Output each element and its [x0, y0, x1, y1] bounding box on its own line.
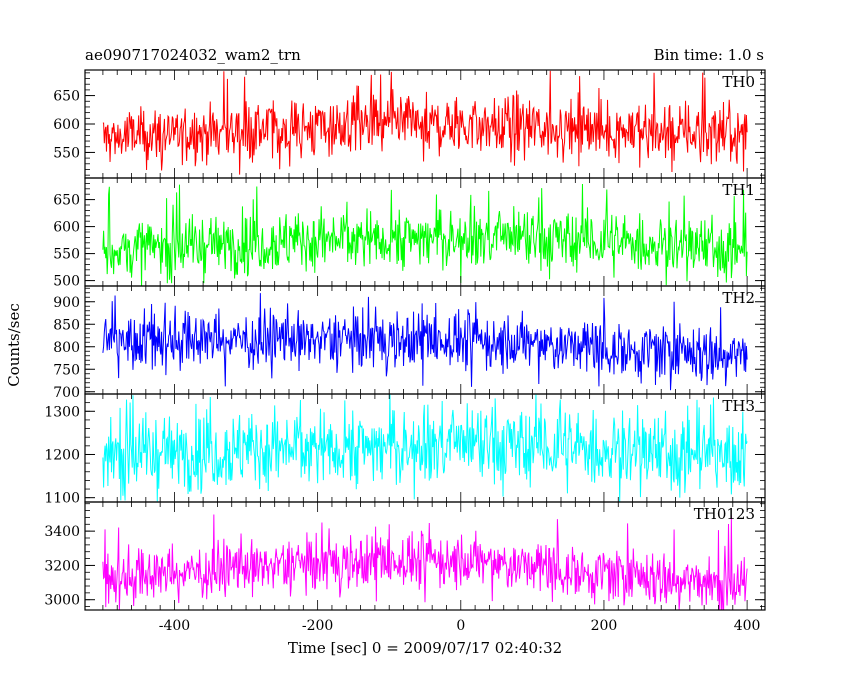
y-tick-label: 750: [53, 362, 80, 378]
x-tick-label: 0: [456, 618, 465, 634]
series-line-th0123: [102, 514, 748, 610]
x-tick-label: -200: [302, 618, 333, 634]
panel-label-th3: TH3: [722, 397, 755, 415]
series-line-th3: [102, 394, 748, 502]
x-tick-label: 200: [591, 618, 618, 634]
y-tick-label: 3200: [44, 558, 80, 574]
y-tick-label: 550: [53, 145, 80, 161]
y-tick-label: 1100: [44, 491, 80, 507]
y-tick-label: 700: [53, 385, 80, 401]
y-tick-label: 600: [53, 220, 80, 236]
panel-label-th0: TH0: [722, 73, 755, 91]
y-tick-label: 800: [53, 340, 80, 356]
panel-label-th1: TH1: [722, 181, 755, 199]
y-tick-label: 850: [53, 317, 80, 333]
x-tick-label: -400: [159, 618, 190, 634]
y-tick-label: 650: [53, 89, 80, 105]
panel-label-th0123: TH0123: [694, 505, 755, 523]
y-tick-label: 600: [53, 117, 80, 133]
y-tick-label: 500: [53, 274, 80, 290]
panel-label-th2: TH2: [722, 289, 755, 307]
bin-time-label: Bin time: 1.0 s: [653, 46, 764, 64]
series-line-th0: [102, 70, 748, 175]
y-tick-label: 650: [53, 193, 80, 209]
series-line-th1: [102, 184, 748, 286]
x-tick-label: 400: [734, 618, 761, 634]
plot-title: ae090717024032_wam2_trn: [85, 46, 301, 64]
y-axis-label: Counts/sec: [5, 303, 23, 387]
y-tick-label: 1200: [44, 447, 80, 463]
y-tick-label: 900: [53, 295, 80, 311]
panel-frame-th0123: [84, 501, 766, 611]
y-tick-label: 1300: [44, 404, 80, 420]
x-axis-label: Time [sec] 0 = 2009/07/17 02:40:32: [287, 639, 563, 657]
y-tick-label: 3000: [44, 593, 80, 609]
series-line-th2: [102, 293, 748, 391]
y-tick-label: 550: [53, 247, 80, 263]
y-tick-label: 3400: [44, 524, 80, 540]
